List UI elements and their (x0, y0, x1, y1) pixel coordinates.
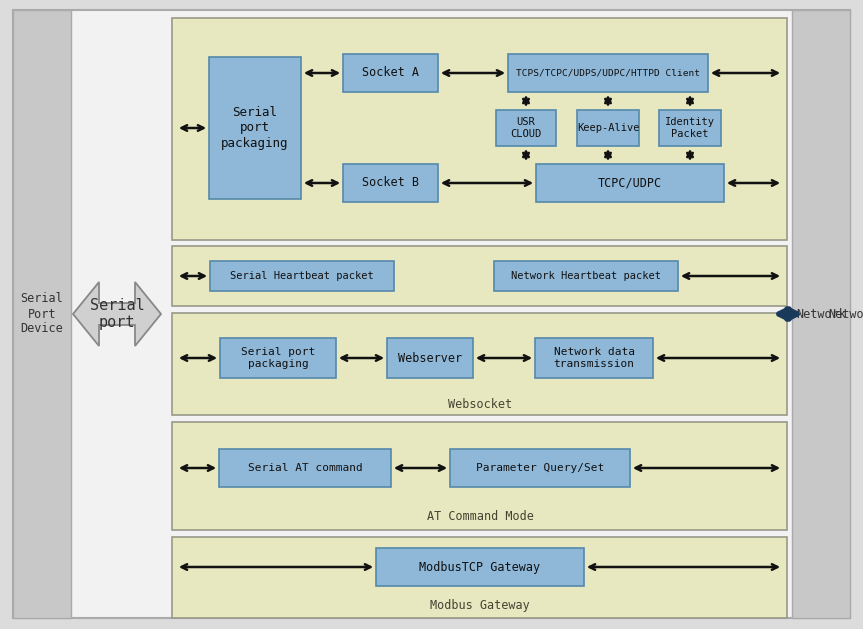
Bar (792, 10, 850, 618)
Text: TCPS/TCPC/UDPS/UDPC/HTTPD Client: TCPS/TCPC/UDPS/UDPC/HTTPD Client (516, 69, 700, 77)
Bar (508, 54, 708, 92)
Text: Socket A: Socket A (362, 67, 419, 79)
Text: Serial Heartbeat packet: Serial Heartbeat packet (230, 271, 374, 281)
Bar (387, 338, 473, 378)
Bar (450, 449, 630, 487)
Bar (209, 57, 301, 199)
Bar (172, 537, 787, 618)
Text: Serial port
packaging: Serial port packaging (241, 347, 315, 369)
Text: Websocket: Websocket (448, 398, 512, 411)
Bar (496, 110, 556, 146)
Text: Serial
port: Serial port (90, 298, 144, 330)
Text: Network data
transmission: Network data transmission (553, 347, 634, 369)
Text: Modbus Gateway: Modbus Gateway (430, 599, 530, 613)
Bar (577, 110, 639, 146)
Bar (172, 422, 787, 530)
Bar (13, 10, 71, 618)
Text: Network: Network (828, 308, 863, 321)
Bar (494, 261, 678, 291)
Text: Webserver: Webserver (398, 352, 462, 364)
Bar (659, 110, 721, 146)
Bar (536, 164, 724, 202)
Text: TCPC/UDPC: TCPC/UDPC (598, 177, 662, 189)
Bar (172, 313, 787, 415)
Polygon shape (73, 282, 161, 346)
Text: Serial AT command: Serial AT command (248, 463, 362, 473)
Bar (220, 338, 336, 378)
Text: Parameter Query/Set: Parameter Query/Set (476, 463, 604, 473)
Bar (172, 18, 787, 240)
Text: Socket B: Socket B (362, 177, 419, 189)
Text: Network: Network (796, 308, 846, 321)
Text: Serial
port
packaging: Serial port packaging (221, 106, 289, 150)
Bar (343, 164, 438, 202)
Bar (343, 54, 438, 92)
Bar (210, 261, 394, 291)
Text: AT Command Mode: AT Command Mode (426, 509, 533, 523)
Text: ModbusTCP Gateway: ModbusTCP Gateway (419, 560, 540, 574)
Text: Network Heartbeat packet: Network Heartbeat packet (511, 271, 661, 281)
Text: Keep-Alive: Keep-Alive (576, 123, 639, 133)
Bar (219, 449, 391, 487)
Bar (172, 246, 787, 306)
Text: Serial
Port
Device: Serial Port Device (21, 292, 63, 335)
Text: USR
CLOUD: USR CLOUD (510, 117, 542, 139)
Bar (376, 548, 584, 586)
Bar (535, 338, 653, 378)
Text: Identity
Packet: Identity Packet (665, 117, 715, 139)
